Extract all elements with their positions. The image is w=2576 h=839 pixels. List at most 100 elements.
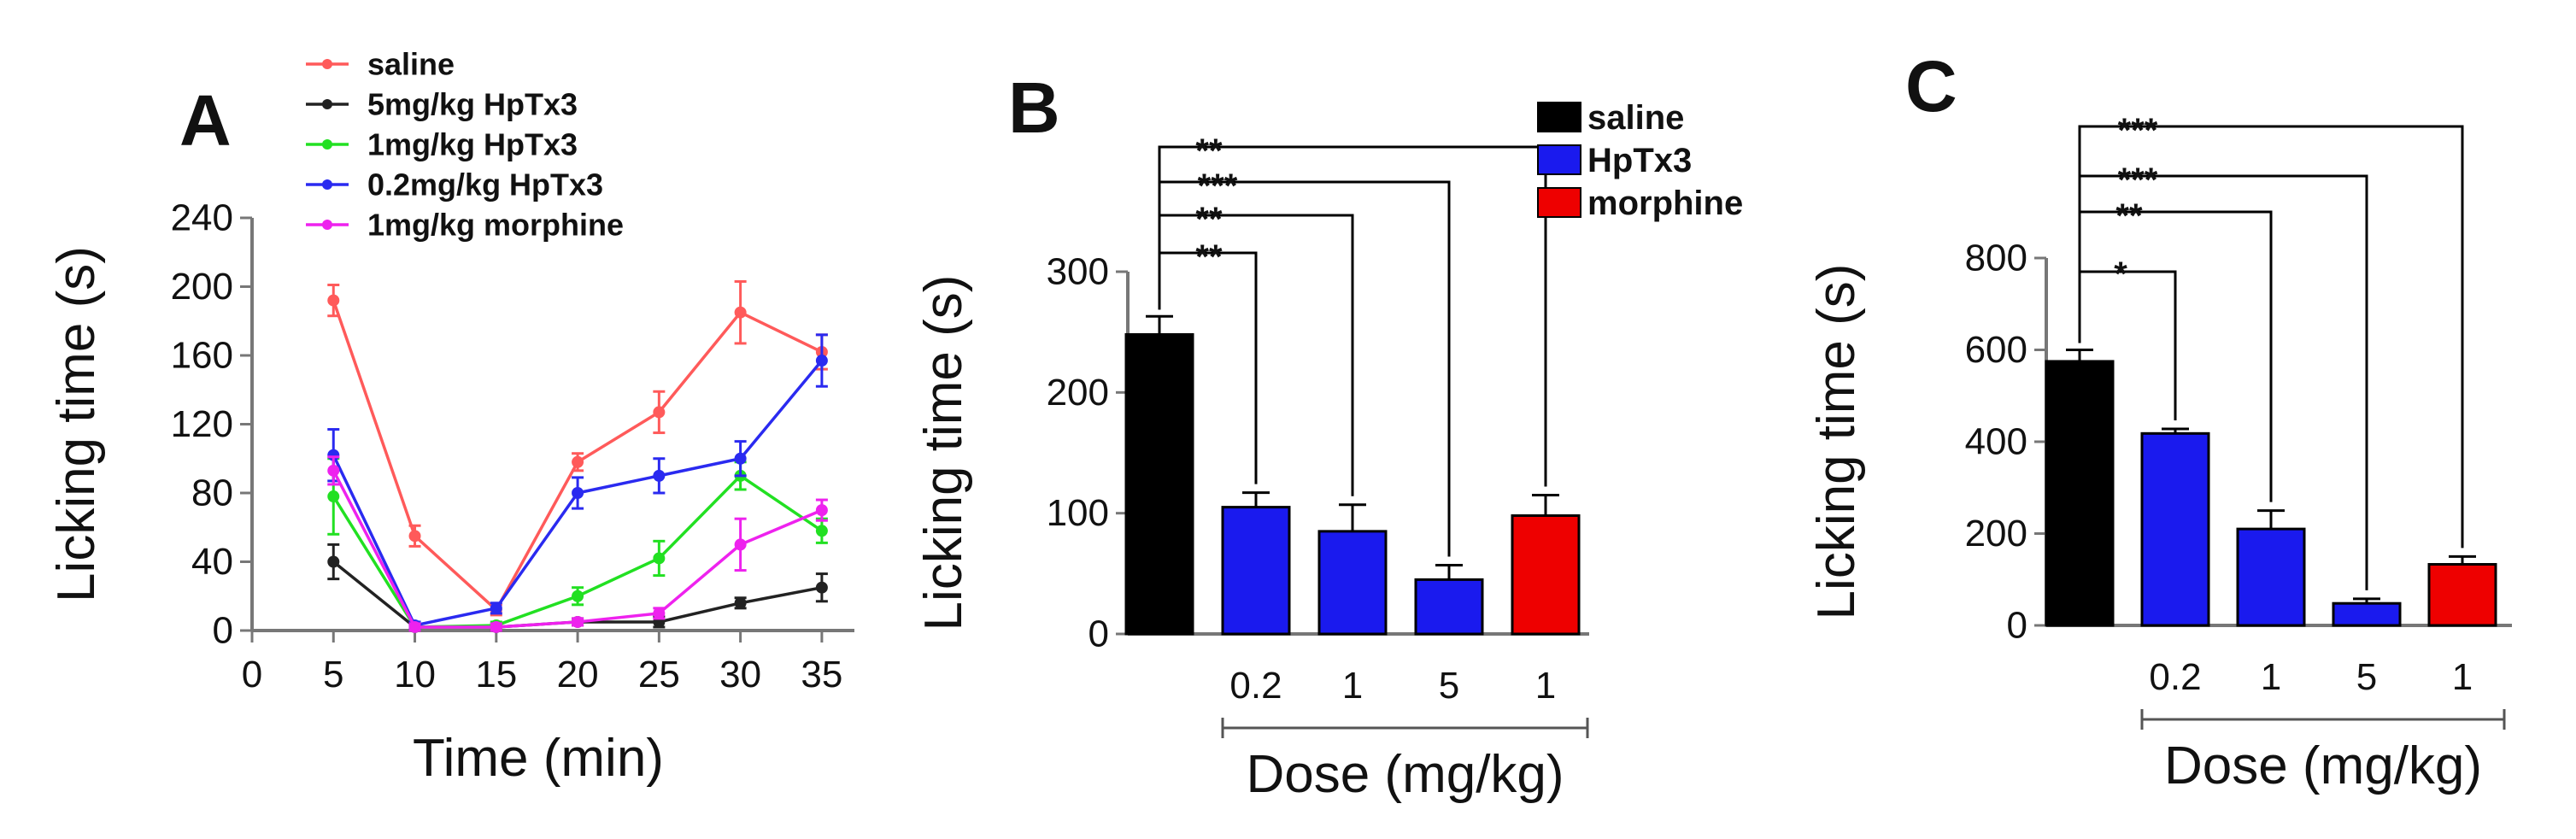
significance-bracket (2078, 174, 2368, 590)
y-tick-label: 400 (1965, 421, 2027, 463)
data-point (734, 538, 747, 551)
series-4 (327, 455, 828, 633)
panel-label: A (179, 80, 232, 161)
significance-label: ** (1195, 238, 1223, 276)
bar (2045, 360, 2115, 627)
x-tick-label: 5 (323, 654, 343, 695)
bar (2332, 601, 2402, 627)
significance-label: *** (2118, 112, 2158, 150)
bar (2140, 431, 2210, 627)
x-tick-label: 5 (2356, 656, 2377, 698)
legend-marker (322, 99, 332, 109)
y-tick-label: 200 (1965, 513, 2027, 554)
x-axis-title: Time (min) (413, 729, 664, 788)
y-tick-label: 80 (191, 472, 233, 514)
panel-label: B (1008, 67, 1060, 148)
data-point (815, 504, 828, 517)
data-point (815, 355, 828, 367)
y-tick-label: 0 (1088, 613, 1109, 655)
x-tick-label: 0 (242, 654, 262, 695)
axes: 0 40 80 120 160 200 240 0 5 10 15 20 25 30 35 (171, 197, 854, 695)
x-tick-label: 1 (2261, 656, 2281, 698)
y-tick-label: 0 (213, 610, 233, 652)
y-tick-label: 40 (191, 541, 233, 583)
data-point (572, 590, 584, 602)
legend-label: saline (1587, 99, 1684, 137)
legend: saline 5mg/kg HpTx3 1mg/kg HpTx3 0.2mg/kg H… (306, 47, 624, 243)
legend-label: 1mg/kg morphine (367, 208, 624, 243)
legend-marker (322, 59, 332, 69)
series-group (327, 279, 828, 633)
significance-label: * (2114, 255, 2127, 293)
data-point (327, 490, 340, 503)
y-tick-label: 240 (171, 197, 233, 239)
bar (1414, 578, 1484, 636)
legend-swatch (1537, 102, 1581, 132)
legend: saline HpTx3 morphine (1537, 99, 1743, 222)
significance-label: *** (1198, 167, 1238, 205)
data-point (815, 525, 828, 537)
data-point (653, 607, 666, 619)
significance-label: ** (2115, 197, 2143, 235)
data-point (734, 306, 747, 319)
significance-brackets: ********* (2078, 112, 2464, 590)
y-tick-label: 200 (1047, 372, 1109, 414)
data-point (490, 620, 502, 633)
data-point (815, 581, 828, 594)
y-axis-title: Licking time (s) (914, 275, 973, 631)
y-tick-label: 600 (1965, 329, 2027, 371)
legend-label: 0.2mg/kg HpTx3 (367, 167, 603, 202)
data-point (327, 555, 340, 568)
y-tick-label: 0 (2007, 605, 2027, 647)
legend-label: saline (367, 47, 455, 82)
significance-bracket (1158, 145, 1547, 487)
bars-group: 0.2 1 5 1 (1124, 314, 1581, 707)
y-tick-label: 300 (1047, 251, 1109, 293)
x-tick-label: 5 (1439, 665, 1459, 707)
y-tick-label: 120 (171, 403, 233, 445)
x-tick-label: 1 (1342, 665, 1363, 707)
legend-label: 5mg/kg HpTx3 (367, 87, 578, 122)
y-axis-title: Licking time (s) (1807, 264, 1866, 620)
data-point (408, 530, 421, 543)
data-point (572, 487, 584, 499)
data-point (408, 620, 421, 633)
x-tick-label: 15 (475, 654, 517, 695)
data-point (653, 552, 666, 565)
bar (1221, 506, 1291, 636)
data-point (490, 601, 502, 614)
data-point (734, 452, 747, 465)
significance-label: ** (1195, 132, 1223, 170)
y-axis-title: Licking time (s) (47, 246, 106, 602)
data-point (734, 596, 747, 609)
y-tick-label: 160 (171, 335, 233, 377)
significance-label: *** (2118, 161, 2158, 199)
panel-label: C (1905, 46, 1957, 126)
bar (2427, 563, 2497, 627)
legend-marker (322, 139, 332, 150)
x-tick-label: 35 (801, 654, 842, 695)
x-tick-label: 30 (719, 654, 761, 695)
x-axis-title: Dose (mg/kg) (1246, 745, 1564, 804)
series-0 (327, 279, 828, 617)
bar (1317, 530, 1388, 636)
line-chart: 0 40 80 120 160 200 240 0 5 10 15 20 25 30 35 saline 5m… (47, 47, 854, 788)
bars-group: 0.2 1 5 1 (2045, 349, 2497, 698)
data-point (572, 615, 584, 628)
x-tick-label: 10 (394, 654, 436, 695)
x-tick-label: 0.2 (1229, 665, 1282, 707)
data-point (653, 406, 666, 419)
bar (1511, 513, 1581, 636)
y-tick-label: 100 (1047, 492, 1109, 534)
x-tick-label: 1 (1535, 665, 1556, 707)
significance-label: ** (1195, 201, 1223, 238)
legend-swatch (1537, 144, 1581, 175)
x-tick-label: 1 (2452, 656, 2473, 698)
legend-swatch (1537, 187, 1581, 218)
data-point (572, 455, 584, 468)
x-tick-label: 20 (557, 654, 599, 695)
y-tick-label: 800 (1965, 238, 2027, 279)
data-point (327, 464, 340, 477)
